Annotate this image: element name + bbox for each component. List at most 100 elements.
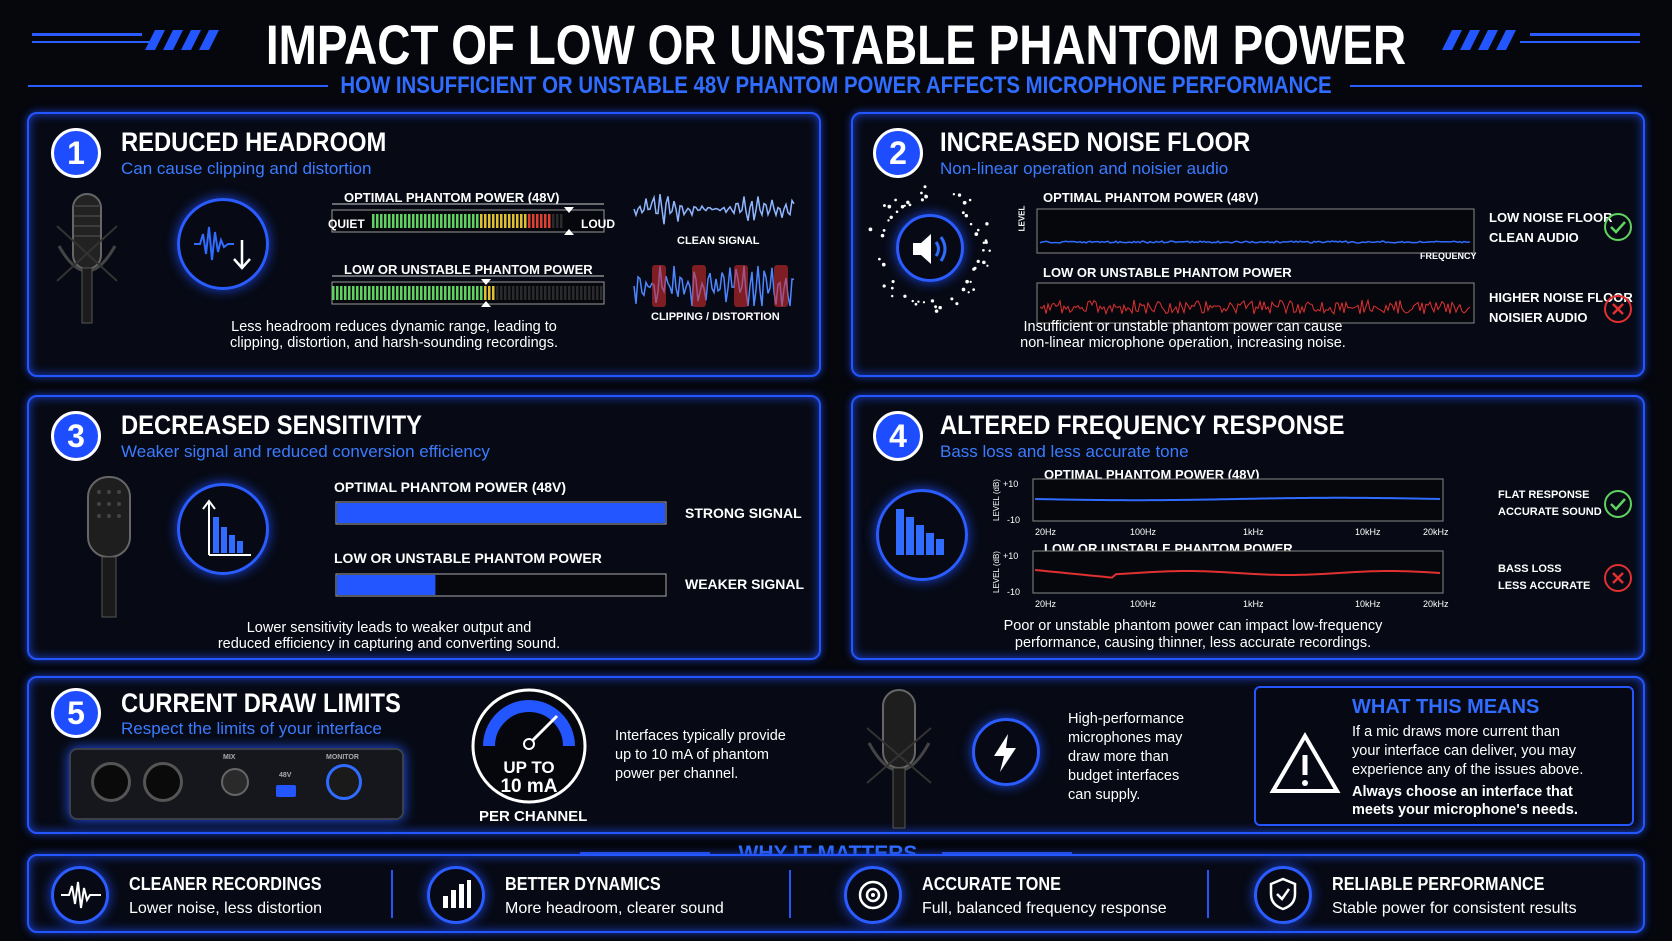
meter-segment xyxy=(508,214,511,228)
what-this-means-box: WHAT THIS MEANS If a mic draws more curr… xyxy=(1254,686,1634,826)
meter-segment xyxy=(424,286,427,300)
speaker-glyph xyxy=(911,232,951,266)
meter-segment xyxy=(496,214,499,228)
panel-number: 1 xyxy=(51,128,101,178)
clean-signal-label: CLEAN SIGNAL xyxy=(677,235,760,247)
meter-segment xyxy=(448,286,451,300)
panel-current-draw-limits: 5 CURRENT DRAW LIMITS Respect the limits… xyxy=(27,676,1645,834)
mic-desc-line5: can supply. xyxy=(1068,787,1140,804)
gauge-text-line1: UP TO xyxy=(497,758,561,778)
meter-segment xyxy=(452,214,455,228)
meter-segment xyxy=(408,214,411,228)
meter-segment xyxy=(564,286,567,300)
clip-highlight xyxy=(652,265,666,307)
meter-segment xyxy=(584,286,587,300)
meter-segment xyxy=(364,286,367,300)
noise-dot xyxy=(955,302,958,305)
meter-segment xyxy=(412,214,415,228)
x-tick: 20kHz xyxy=(1423,527,1449,537)
meter-segment xyxy=(540,286,543,300)
why-item: RELIABLE PERFORMANCE Stable power for co… xyxy=(1254,864,1634,926)
panel-description-line1: Lower sensitivity leads to weaker output… xyxy=(139,620,639,637)
panel-description-line2: clipping, distortion, and harsh-sounding… xyxy=(169,335,619,352)
noise-dot xyxy=(974,232,978,236)
gain-knob[interactable] xyxy=(221,768,249,796)
48v-button[interactable] xyxy=(276,785,296,797)
meter-segment xyxy=(524,214,527,228)
meter-segment xyxy=(512,286,515,300)
meter-segment xyxy=(356,286,359,300)
bars-glyph xyxy=(443,880,471,908)
x-tick: 20Hz xyxy=(1035,599,1057,609)
y-tick: +10 xyxy=(1003,479,1018,489)
meter-segment xyxy=(520,214,523,228)
noise-dot xyxy=(894,199,897,202)
meter-segment xyxy=(392,214,395,228)
noise-dot xyxy=(890,216,893,219)
strong-signal-label: STRONG SIGNAL xyxy=(685,505,802,521)
noise-dot xyxy=(973,267,976,270)
meter-segment xyxy=(464,286,467,300)
frequency-axis-label: FREQUENCY xyxy=(1420,251,1477,261)
meter-segment xyxy=(396,286,399,300)
noise-dot xyxy=(935,309,939,313)
noise-dot xyxy=(988,250,990,252)
panel-subtitle: Non-linear operation and noisier audio xyxy=(940,159,1228,179)
warning-icon xyxy=(1270,733,1340,795)
meter-segment xyxy=(528,214,531,228)
y-axis-label: LEVEL (dB) xyxy=(992,551,1001,593)
weaker-signal-label: WEAKER SIGNAL xyxy=(685,576,804,592)
meter-segment xyxy=(480,214,483,228)
meter-segment xyxy=(456,286,459,300)
meter-segment xyxy=(552,214,555,228)
meter-segment xyxy=(444,286,447,300)
meter-segment xyxy=(484,214,487,228)
meter-segment xyxy=(516,286,519,300)
noise-dot xyxy=(891,287,894,290)
meter-segment xyxy=(516,214,519,228)
meter-segment xyxy=(580,286,583,300)
freq-chart-low: +10 -10 LEVEL (dB) 20Hz 100Hz 1kHz 10kHz 20kHz xyxy=(993,549,1473,624)
target-glyph xyxy=(857,879,889,911)
monitor-knob[interactable] xyxy=(326,764,362,800)
meter-segment xyxy=(448,214,451,228)
meter-segment xyxy=(432,214,435,228)
meter-segment xyxy=(492,286,495,300)
optimal-label: OPTIMAL PHANTOM POWER (48V) xyxy=(1043,190,1258,205)
meter-segment xyxy=(536,214,539,228)
noise-dot xyxy=(977,229,980,232)
meter-segment xyxy=(592,286,595,300)
meter-segment xyxy=(452,286,455,300)
panel-title: CURRENT DRAW LIMITS xyxy=(121,688,401,719)
meter-segment xyxy=(456,214,459,228)
noise-dot xyxy=(931,299,934,302)
low-label: LOW OR UNSTABLE PHANTOM POWER xyxy=(334,550,602,566)
clip-highlight xyxy=(734,265,748,307)
meter-segment xyxy=(468,286,471,300)
noise-dot xyxy=(965,280,969,284)
optimal-label: OPTIMAL PHANTOM POWER (48V) xyxy=(334,479,566,495)
mic-desc-line2: microphones may xyxy=(1068,730,1182,747)
why-divider xyxy=(789,870,791,918)
y-axis-label: LEVEL (dB) xyxy=(992,479,1001,521)
header-deco-right-2 xyxy=(1520,41,1640,43)
noise-dot xyxy=(903,295,906,298)
meter-segment xyxy=(436,214,439,228)
meter-segment xyxy=(380,286,383,300)
panel-description-line1: Poor or unstable phantom power can impac… xyxy=(913,618,1473,635)
waveform-down-graphic xyxy=(194,222,254,272)
meter-segment xyxy=(480,286,483,300)
why-item: BETTER DYNAMICS More headroom, clearer s… xyxy=(427,864,787,926)
meter-segment xyxy=(476,214,479,228)
clip-highlight xyxy=(692,265,706,307)
meter-segment xyxy=(416,286,419,300)
why-item: ACCURATE TONE Full, balanced frequency r… xyxy=(844,864,1204,926)
why-item-desc: More headroom, clearer sound xyxy=(505,900,724,917)
good-line1: FLAT RESPONSE xyxy=(1498,489,1589,501)
why-item-desc: Stable power for consistent results xyxy=(1332,900,1577,917)
noise-dot xyxy=(904,205,906,207)
noise-dot xyxy=(923,301,925,303)
panel-number: 4 xyxy=(873,411,923,461)
low-label: LOW OR UNSTABLE PHANTOM POWER xyxy=(1043,265,1292,280)
lightning-glyph xyxy=(992,734,1020,772)
